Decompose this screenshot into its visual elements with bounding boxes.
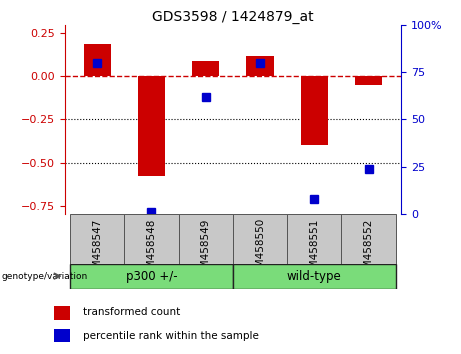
Bar xyxy=(233,264,396,289)
Text: GSM458551: GSM458551 xyxy=(309,218,319,281)
Text: GSM458548: GSM458548 xyxy=(147,218,156,281)
Bar xyxy=(54,306,71,320)
Bar xyxy=(233,214,287,264)
Bar xyxy=(355,76,382,85)
Text: genotype/variation: genotype/variation xyxy=(1,272,88,281)
Bar xyxy=(70,264,233,289)
Bar xyxy=(246,56,273,76)
Bar xyxy=(192,61,219,76)
Text: GSM458549: GSM458549 xyxy=(201,218,211,281)
Text: wild-type: wild-type xyxy=(287,270,342,282)
Text: p300 +/-: p300 +/- xyxy=(125,270,177,282)
Bar xyxy=(124,214,178,264)
Text: transformed count: transformed count xyxy=(83,307,180,317)
Text: GSM458552: GSM458552 xyxy=(364,218,373,281)
Text: GSM458547: GSM458547 xyxy=(92,218,102,281)
Bar xyxy=(287,214,341,264)
Bar xyxy=(54,329,71,343)
Bar xyxy=(70,214,124,264)
Bar xyxy=(83,44,111,76)
Bar xyxy=(301,76,328,145)
Text: percentile rank within the sample: percentile rank within the sample xyxy=(83,331,259,341)
Title: GDS3598 / 1424879_at: GDS3598 / 1424879_at xyxy=(152,10,313,24)
Text: GSM458550: GSM458550 xyxy=(255,218,265,281)
Bar xyxy=(178,214,233,264)
Bar xyxy=(138,76,165,176)
Bar xyxy=(341,214,396,264)
